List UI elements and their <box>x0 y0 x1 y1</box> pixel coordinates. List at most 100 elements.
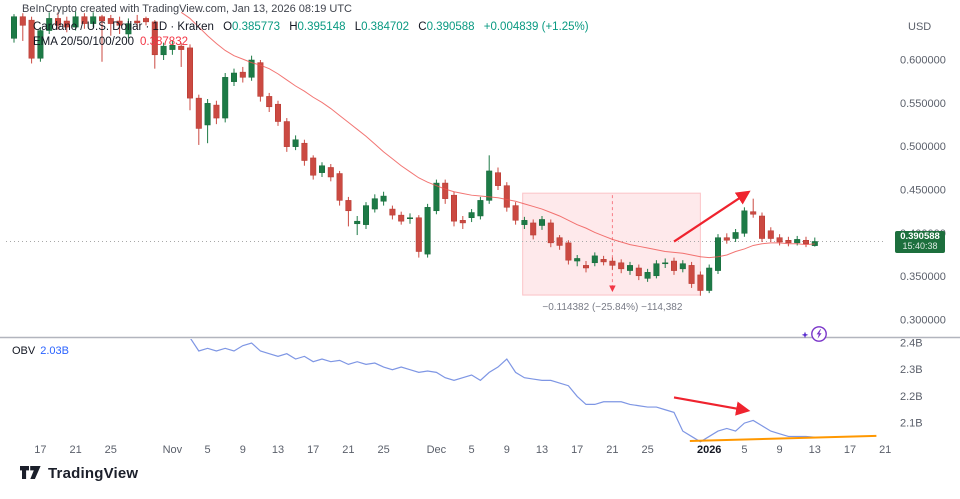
candle-body <box>424 207 431 255</box>
candle-body <box>380 195 387 202</box>
candle-body <box>398 214 405 222</box>
time-tick: 21 <box>879 444 891 456</box>
obv-line <box>190 339 815 443</box>
candle-body <box>187 47 193 99</box>
obv-down-arrow <box>673 396 751 416</box>
candle-body <box>319 165 325 173</box>
candle-body <box>204 103 211 126</box>
price-up-arrow <box>673 190 751 243</box>
candle-body <box>521 220 528 225</box>
candle-body <box>11 16 17 39</box>
candle-body <box>345 200 352 212</box>
price-tick: 0.350000 <box>900 271 946 283</box>
candle-body <box>239 71 246 78</box>
ohlc-open-value: 0.385773 <box>232 21 280 33</box>
candle-body <box>468 212 475 218</box>
obv-value: 2.03B <box>40 345 69 357</box>
obv-tick: 2.4B <box>900 338 923 350</box>
ohlc-low-value: 0.384702 <box>361 21 410 33</box>
time-tick: 25 <box>377 444 389 456</box>
candle-body <box>618 262 625 270</box>
candle-body <box>750 211 757 215</box>
candle-body <box>565 242 572 261</box>
candle-body <box>671 260 677 271</box>
time-tick: 21 <box>606 444 618 456</box>
bar-countdown: 15:40:38 <box>902 241 938 252</box>
price-tick: 0.550000 <box>900 98 946 110</box>
ohlc-high-label: H <box>289 21 298 33</box>
time-tick: 25 <box>641 444 653 456</box>
candle-body <box>433 182 440 212</box>
time-tick: Nov <box>163 444 183 456</box>
candle-body <box>336 173 343 201</box>
candle-body <box>72 16 79 28</box>
candle-body <box>143 18 149 23</box>
candle-body <box>90 16 97 24</box>
candle-body <box>310 157 317 176</box>
ema-line <box>180 11 815 259</box>
time-tick: 13 <box>272 444 284 456</box>
obv-trendline <box>689 434 877 442</box>
time-tick: 17 <box>307 444 319 456</box>
time-tick: Dec <box>427 444 447 456</box>
candle-body <box>371 198 378 210</box>
candle-body <box>195 97 202 129</box>
candle-body <box>125 23 132 35</box>
obv-panel <box>190 339 877 443</box>
candle-body <box>231 72 237 82</box>
candle-body <box>697 274 704 291</box>
time-tick: 13 <box>809 444 821 456</box>
candle-body <box>151 21 158 56</box>
candle-body <box>556 237 563 246</box>
candle-body <box>591 255 598 264</box>
tradingview-logo-text: TradingView <box>48 465 139 482</box>
time-tick: 17 <box>844 444 856 456</box>
candle-body <box>107 18 114 24</box>
price-tick: 0.600000 <box>900 55 946 67</box>
candle-body <box>600 259 607 263</box>
candle-body <box>495 172 501 186</box>
candle-body <box>741 210 748 234</box>
time-tick: 5 <box>469 444 475 456</box>
time-tick: 2026 <box>697 444 721 456</box>
tradingview-logo[interactable]: TradingView <box>20 465 138 482</box>
ohlc-open-label: O <box>223 21 233 33</box>
candle-body <box>715 237 721 271</box>
last-price-value: 0.390588 <box>900 231 940 242</box>
candle-body <box>653 263 660 277</box>
ohlc-close-label: C <box>418 21 427 33</box>
candle-body <box>803 240 809 244</box>
ema-indicator-header[interactable]: EMA 20/50/100/200 0.387832 <box>33 36 188 48</box>
last-price-label: 0.390588 15:40:38 <box>895 231 945 253</box>
candle-body <box>486 170 493 201</box>
candle-body <box>503 185 510 208</box>
candle-body <box>134 20 141 23</box>
candle-body <box>662 262 669 265</box>
price-tick: 0.500000 <box>900 141 946 153</box>
ohlc-high-value: 0.395148 <box>297 21 346 33</box>
candle-body <box>407 217 413 219</box>
candle-body <box>389 208 396 216</box>
time-tick: 5 <box>741 444 747 456</box>
candle-body <box>248 59 255 78</box>
ohlc-close-value: 0.390588 <box>426 21 475 33</box>
candle-body <box>327 167 334 178</box>
candle-body <box>512 205 519 221</box>
measure-tool-label: −0.114382 (−25.84%) −114,382 <box>542 302 683 313</box>
candle-body <box>767 230 774 239</box>
time-tick: 9 <box>240 444 246 456</box>
sparkle-icon <box>801 331 809 339</box>
candle-body <box>635 267 642 277</box>
symbol-header[interactable]: Cardano / U.S. Dollar · 1D · Kraken O0.3… <box>33 21 589 33</box>
candle-body <box>222 77 229 119</box>
obv-tick: 2.1B <box>900 418 923 430</box>
flash-boost-icon[interactable] <box>800 323 832 345</box>
candle-body <box>178 45 185 50</box>
candle-body <box>275 103 281 122</box>
candle-body <box>539 219 545 226</box>
candle-body <box>679 263 686 270</box>
obv-indicator-header[interactable]: OBV 2.03B <box>12 345 69 357</box>
candle-body <box>627 265 633 271</box>
